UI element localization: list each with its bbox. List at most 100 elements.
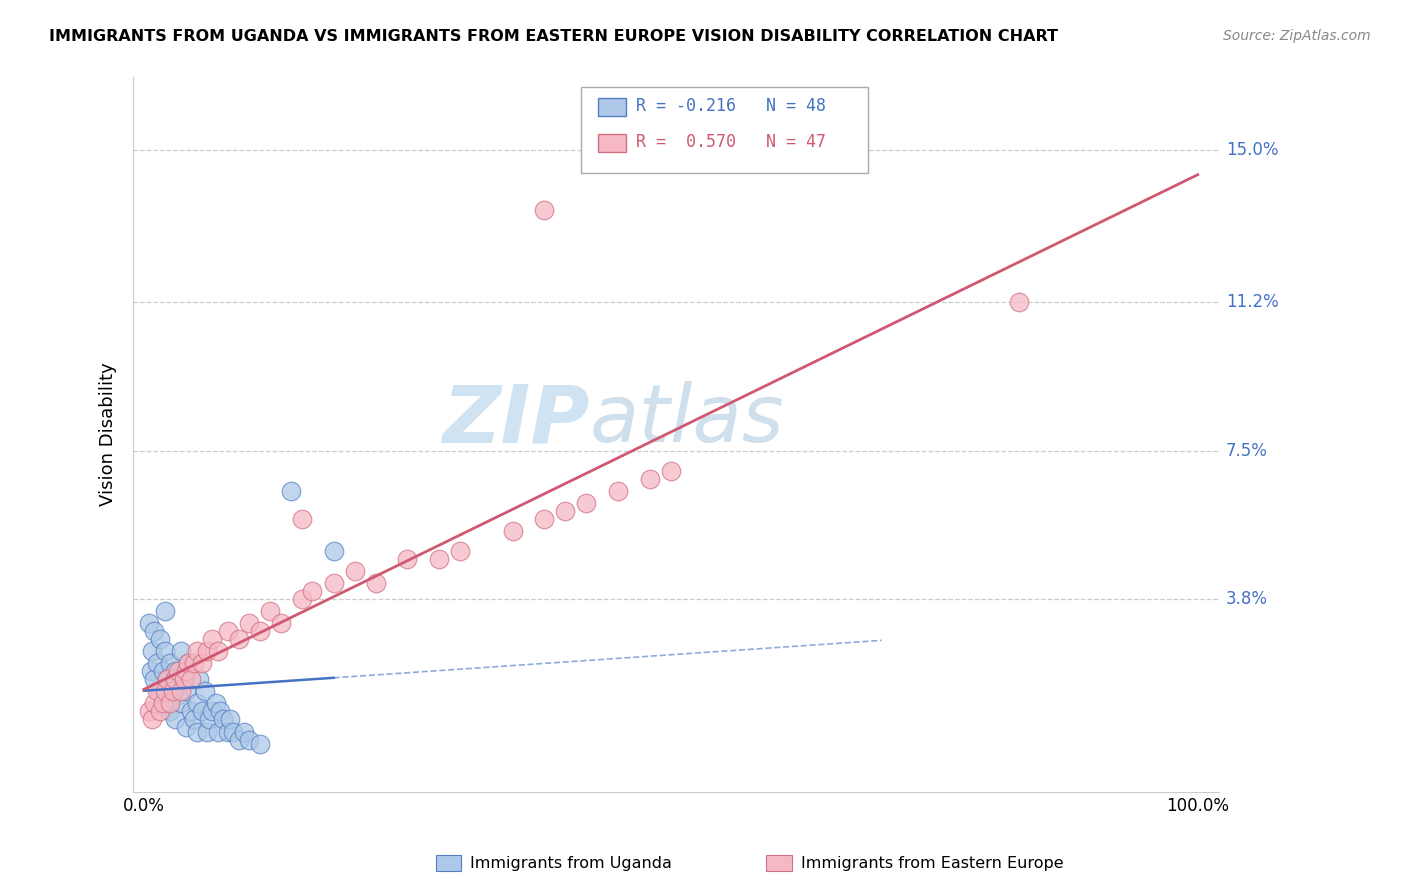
Point <box>191 705 214 719</box>
Point <box>173 673 195 687</box>
Point <box>170 697 193 711</box>
Text: 7.5%: 7.5% <box>1226 442 1268 459</box>
Text: Source: ZipAtlas.com: Source: ZipAtlas.com <box>1223 29 1371 43</box>
Point <box>291 512 314 526</box>
Text: 3.8%: 3.8% <box>1226 591 1268 608</box>
Point <box>153 604 176 618</box>
Point <box>533 202 555 217</box>
Point <box>322 576 344 591</box>
Point <box>207 644 229 658</box>
Text: ZIP: ZIP <box>441 381 589 459</box>
Text: Immigrants from Eastern Europe: Immigrants from Eastern Europe <box>801 856 1064 871</box>
Point <box>143 624 166 639</box>
Point <box>141 644 163 658</box>
Point <box>259 604 281 618</box>
Point <box>143 673 166 687</box>
Point <box>170 684 193 698</box>
Point <box>159 657 181 671</box>
Point <box>152 697 174 711</box>
Point <box>607 483 630 498</box>
Point <box>186 724 208 739</box>
Point <box>165 665 187 679</box>
Text: 11.2%: 11.2% <box>1226 293 1278 311</box>
Text: IMMIGRANTS FROM UGANDA VS IMMIGRANTS FROM EASTERN EUROPE VISION DISABILITY CORRE: IMMIGRANTS FROM UGANDA VS IMMIGRANTS FRO… <box>49 29 1059 44</box>
Point <box>217 624 239 639</box>
Point <box>174 665 197 679</box>
Point <box>156 673 179 687</box>
Point <box>233 724 256 739</box>
Point <box>183 713 205 727</box>
Point <box>228 632 250 647</box>
Point <box>194 684 217 698</box>
Point <box>201 705 224 719</box>
Point <box>364 576 387 591</box>
Point <box>554 504 576 518</box>
Point <box>533 512 555 526</box>
Point <box>396 552 419 566</box>
Point <box>149 705 172 719</box>
Point <box>152 665 174 679</box>
Point <box>183 657 205 671</box>
Point <box>222 724 245 739</box>
Text: R =  0.570   N = 47: R = 0.570 N = 47 <box>636 133 825 151</box>
Point <box>153 684 176 698</box>
Point <box>149 684 172 698</box>
Point <box>153 644 176 658</box>
Point <box>162 684 184 698</box>
Point <box>449 544 471 558</box>
Point <box>141 665 163 679</box>
Point <box>174 684 197 698</box>
Point <box>343 564 366 578</box>
Point <box>217 724 239 739</box>
Text: atlas: atlas <box>589 381 785 459</box>
Point <box>291 592 314 607</box>
Point <box>165 713 187 727</box>
Point <box>195 644 218 658</box>
Point <box>162 681 184 695</box>
Point <box>280 483 302 498</box>
Point <box>201 632 224 647</box>
Point <box>502 524 524 538</box>
Point <box>638 472 661 486</box>
Point <box>145 657 167 671</box>
Point <box>207 724 229 739</box>
Point <box>149 632 172 647</box>
Point <box>186 644 208 658</box>
Point <box>228 732 250 747</box>
Point <box>659 464 682 478</box>
Point <box>208 705 231 719</box>
Point <box>153 697 176 711</box>
Point <box>173 673 195 687</box>
Point <box>166 665 188 679</box>
Point <box>177 657 200 671</box>
Point <box>195 724 218 739</box>
Point <box>177 657 200 671</box>
Point <box>212 713 235 727</box>
Point <box>138 616 160 631</box>
Point <box>170 644 193 658</box>
Point <box>186 697 208 711</box>
Point <box>204 697 226 711</box>
Text: R = -0.216   N = 48: R = -0.216 N = 48 <box>636 97 825 115</box>
Point <box>180 673 202 687</box>
Y-axis label: Vision Disability: Vision Disability <box>100 363 117 507</box>
Point <box>322 544 344 558</box>
Point <box>249 737 271 751</box>
Point <box>143 697 166 711</box>
Point <box>187 673 209 687</box>
Text: Immigrants from Uganda: Immigrants from Uganda <box>470 856 672 871</box>
Point <box>1007 295 1029 310</box>
Point <box>138 705 160 719</box>
Point <box>238 616 260 631</box>
Point <box>141 713 163 727</box>
Point <box>180 705 202 719</box>
Point <box>191 657 214 671</box>
Point <box>198 713 221 727</box>
Point <box>238 732 260 747</box>
Point <box>249 624 271 639</box>
Point <box>174 721 197 735</box>
Point <box>219 713 242 727</box>
Point <box>301 584 323 599</box>
Point <box>427 552 450 566</box>
Point <box>575 496 598 510</box>
